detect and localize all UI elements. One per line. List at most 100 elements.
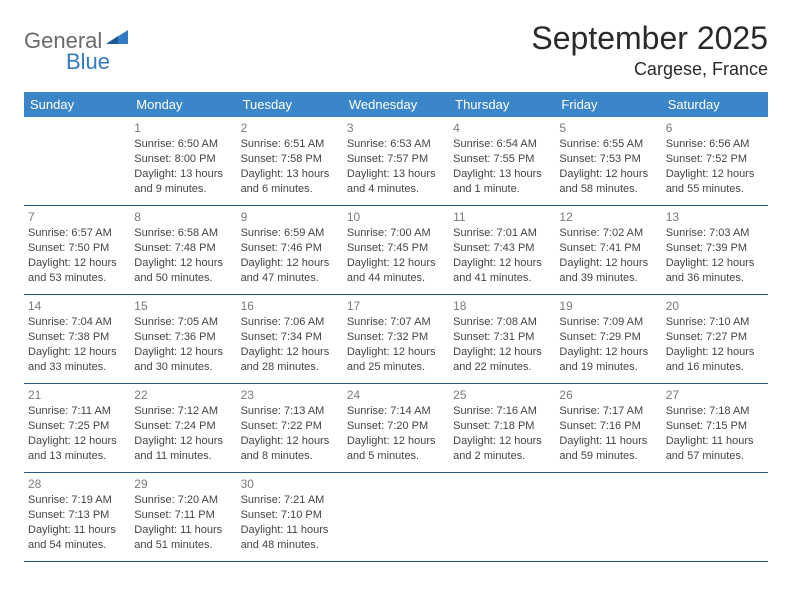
daylight-text: Daylight: 12 hours and 2 minutes.	[453, 434, 551, 464]
daylight-text: Daylight: 13 hours and 4 minutes.	[347, 167, 445, 197]
title-block: September 2025 Cargese, France	[531, 20, 768, 80]
daylight-text: Daylight: 12 hours and 55 minutes.	[666, 167, 764, 197]
daylight-text: Daylight: 12 hours and 44 minutes.	[347, 256, 445, 286]
sunset-text: Sunset: 7:46 PM	[241, 241, 339, 256]
sunset-text: Sunset: 7:57 PM	[347, 152, 445, 167]
header: General Blue September 2025 Cargese, Fra…	[24, 20, 768, 80]
day-cell: 9Sunrise: 6:59 AMSunset: 7:46 PMDaylight…	[237, 206, 343, 294]
day-number: 13	[666, 209, 764, 225]
day-number: 23	[241, 387, 339, 403]
sunrise-text: Sunrise: 7:18 AM	[666, 404, 764, 419]
day-number: 12	[559, 209, 657, 225]
day-number: 27	[666, 387, 764, 403]
sunrise-text: Sunrise: 7:19 AM	[28, 493, 126, 508]
sunset-text: Sunset: 8:00 PM	[134, 152, 232, 167]
daylight-text: Daylight: 12 hours and 8 minutes.	[241, 434, 339, 464]
day-cell-empty	[24, 117, 130, 205]
daylight-text: Daylight: 12 hours and 33 minutes.	[28, 345, 126, 375]
daylight-text: Daylight: 12 hours and 19 minutes.	[559, 345, 657, 375]
weeks-container: 1Sunrise: 6:50 AMSunset: 8:00 PMDaylight…	[24, 117, 768, 562]
sunrise-text: Sunrise: 7:13 AM	[241, 404, 339, 419]
calendar-page: General Blue September 2025 Cargese, Fra…	[0, 0, 792, 612]
day-cell: 23Sunrise: 7:13 AMSunset: 7:22 PMDayligh…	[237, 384, 343, 472]
sunset-text: Sunset: 7:50 PM	[28, 241, 126, 256]
daylight-text: Daylight: 11 hours and 48 minutes.	[241, 523, 339, 553]
daylight-text: Daylight: 11 hours and 59 minutes.	[559, 434, 657, 464]
sunset-text: Sunset: 7:20 PM	[347, 419, 445, 434]
daylight-text: Daylight: 12 hours and 28 minutes.	[241, 345, 339, 375]
week-row: 14Sunrise: 7:04 AMSunset: 7:38 PMDayligh…	[24, 295, 768, 384]
day-number: 20	[666, 298, 764, 314]
day-cell: 21Sunrise: 7:11 AMSunset: 7:25 PMDayligh…	[24, 384, 130, 472]
day-cell: 8Sunrise: 6:58 AMSunset: 7:48 PMDaylight…	[130, 206, 236, 294]
day-number: 26	[559, 387, 657, 403]
day-number: 2	[241, 120, 339, 136]
daylight-text: Daylight: 12 hours and 11 minutes.	[134, 434, 232, 464]
daylight-text: Daylight: 12 hours and 39 minutes.	[559, 256, 657, 286]
day-cell: 18Sunrise: 7:08 AMSunset: 7:31 PMDayligh…	[449, 295, 555, 383]
day-number: 30	[241, 476, 339, 492]
sunrise-text: Sunrise: 7:08 AM	[453, 315, 551, 330]
calendar: Sunday Monday Tuesday Wednesday Thursday…	[24, 92, 768, 562]
weekday-header: Wednesday	[343, 92, 449, 117]
daylight-text: Daylight: 13 hours and 6 minutes.	[241, 167, 339, 197]
day-number: 7	[28, 209, 126, 225]
day-number: 16	[241, 298, 339, 314]
day-cell: 30Sunrise: 7:21 AMSunset: 7:10 PMDayligh…	[237, 473, 343, 561]
logo-word2: Blue	[66, 49, 110, 75]
sunrise-text: Sunrise: 7:14 AM	[347, 404, 445, 419]
sunset-text: Sunset: 7:31 PM	[453, 330, 551, 345]
day-cell: 5Sunrise: 6:55 AMSunset: 7:53 PMDaylight…	[555, 117, 661, 205]
weekday-header: Sunday	[24, 92, 130, 117]
day-number: 22	[134, 387, 232, 403]
sunrise-text: Sunrise: 6:51 AM	[241, 137, 339, 152]
day-cell: 13Sunrise: 7:03 AMSunset: 7:39 PMDayligh…	[662, 206, 768, 294]
sunrise-text: Sunrise: 6:59 AM	[241, 226, 339, 241]
daylight-text: Daylight: 12 hours and 53 minutes.	[28, 256, 126, 286]
day-cell: 12Sunrise: 7:02 AMSunset: 7:41 PMDayligh…	[555, 206, 661, 294]
day-cell: 11Sunrise: 7:01 AMSunset: 7:43 PMDayligh…	[449, 206, 555, 294]
day-cell: 24Sunrise: 7:14 AMSunset: 7:20 PMDayligh…	[343, 384, 449, 472]
day-cell: 25Sunrise: 7:16 AMSunset: 7:18 PMDayligh…	[449, 384, 555, 472]
weekday-header: Monday	[130, 92, 236, 117]
day-cell: 14Sunrise: 7:04 AMSunset: 7:38 PMDayligh…	[24, 295, 130, 383]
day-cell: 19Sunrise: 7:09 AMSunset: 7:29 PMDayligh…	[555, 295, 661, 383]
sunset-text: Sunset: 7:22 PM	[241, 419, 339, 434]
day-cell: 1Sunrise: 6:50 AMSunset: 8:00 PMDaylight…	[130, 117, 236, 205]
sunrise-text: Sunrise: 7:09 AM	[559, 315, 657, 330]
weekday-header-row: Sunday Monday Tuesday Wednesday Thursday…	[24, 92, 768, 117]
sunrise-text: Sunrise: 7:01 AM	[453, 226, 551, 241]
sunrise-text: Sunrise: 6:54 AM	[453, 137, 551, 152]
day-number: 28	[28, 476, 126, 492]
daylight-text: Daylight: 12 hours and 47 minutes.	[241, 256, 339, 286]
day-cell-empty	[555, 473, 661, 561]
logo: General Blue	[24, 20, 130, 54]
day-cell-empty	[343, 473, 449, 561]
sunrise-text: Sunrise: 7:04 AM	[28, 315, 126, 330]
daylight-text: Daylight: 12 hours and 30 minutes.	[134, 345, 232, 375]
day-cell: 2Sunrise: 6:51 AMSunset: 7:58 PMDaylight…	[237, 117, 343, 205]
sunrise-text: Sunrise: 6:55 AM	[559, 137, 657, 152]
sunrise-text: Sunrise: 7:07 AM	[347, 315, 445, 330]
sunset-text: Sunset: 7:24 PM	[134, 419, 232, 434]
sunrise-text: Sunrise: 7:20 AM	[134, 493, 232, 508]
day-number: 21	[28, 387, 126, 403]
day-cell: 15Sunrise: 7:05 AMSunset: 7:36 PMDayligh…	[130, 295, 236, 383]
sunrise-text: Sunrise: 7:05 AM	[134, 315, 232, 330]
day-cell: 20Sunrise: 7:10 AMSunset: 7:27 PMDayligh…	[662, 295, 768, 383]
day-cell: 17Sunrise: 7:07 AMSunset: 7:32 PMDayligh…	[343, 295, 449, 383]
day-cell: 22Sunrise: 7:12 AMSunset: 7:24 PMDayligh…	[130, 384, 236, 472]
day-cell: 4Sunrise: 6:54 AMSunset: 7:55 PMDaylight…	[449, 117, 555, 205]
month-title: September 2025	[531, 20, 768, 57]
sunset-text: Sunset: 7:34 PM	[241, 330, 339, 345]
daylight-text: Daylight: 12 hours and 22 minutes.	[453, 345, 551, 375]
sunset-text: Sunset: 7:36 PM	[134, 330, 232, 345]
day-number: 19	[559, 298, 657, 314]
day-number: 3	[347, 120, 445, 136]
sunrise-text: Sunrise: 7:02 AM	[559, 226, 657, 241]
sunset-text: Sunset: 7:38 PM	[28, 330, 126, 345]
sunrise-text: Sunrise: 7:11 AM	[28, 404, 126, 419]
day-number: 11	[453, 209, 551, 225]
day-cell-empty	[662, 473, 768, 561]
sunset-text: Sunset: 7:53 PM	[559, 152, 657, 167]
